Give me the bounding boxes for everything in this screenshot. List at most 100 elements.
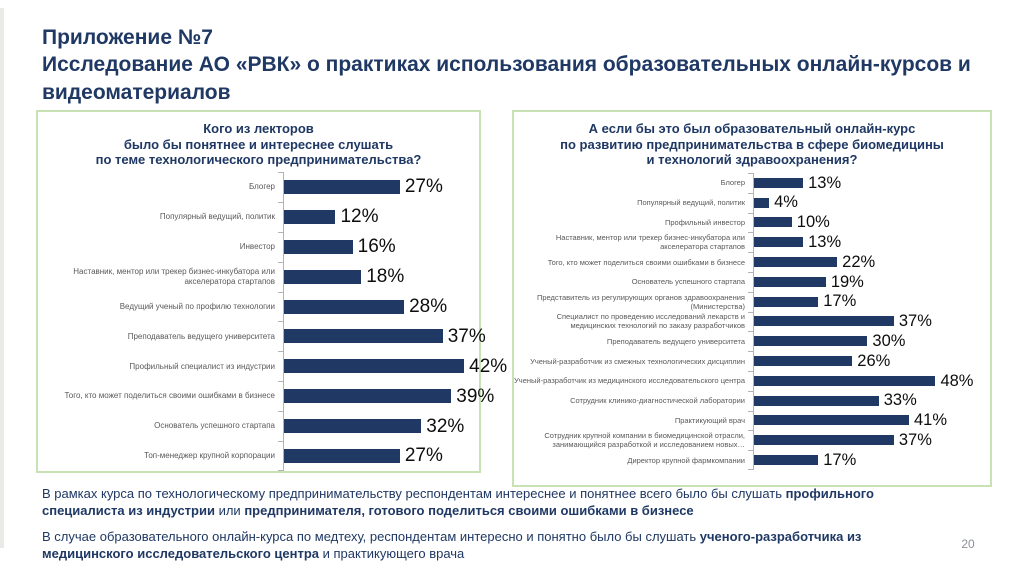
- chart-row: Наставник, ментор или трекер бизнес-инку…: [38, 261, 479, 292]
- chart-row: Основатель успешного стартапа 19%: [514, 271, 990, 292]
- bar: [754, 336, 868, 347]
- category-label: Профильный инвестор: [664, 217, 745, 227]
- bar-cell: 27%: [278, 441, 479, 471]
- category-label: Инвестор: [239, 241, 275, 251]
- bar-cell: 48%: [748, 370, 990, 391]
- bar-chart-tech: Блогер 27% Популярный ведущий, политик 12% И…: [38, 172, 507, 471]
- bar: [754, 296, 819, 307]
- bar: [284, 419, 422, 434]
- value-label: 41%: [913, 411, 947, 430]
- chart-row: Ученый-разработчик из смежных технологич…: [514, 351, 990, 371]
- page-number: 20: [961, 537, 975, 551]
- category-label: Того, кто может поделиться своими ошибка…: [547, 257, 745, 267]
- chart-title: Кого из лекторов было бы понятнее и инте…: [95, 121, 422, 168]
- value-label: 32%: [426, 415, 465, 437]
- value-label: 42%: [469, 355, 508, 377]
- category-label: Ведущий ученый по профилю технологии: [119, 301, 275, 311]
- bar-cell: 18%: [278, 261, 479, 292]
- category-label: Основатель успешного стартапа: [154, 421, 275, 431]
- category-label: Директор крупной фармкомпании: [627, 455, 745, 465]
- chart-panel-biomed-course: А если бы это был образовательный онлайн…: [512, 110, 992, 487]
- chart-row: Инвестор 16%: [38, 231, 479, 262]
- value-label: 13%: [808, 173, 842, 192]
- bar-cell: 39%: [277, 381, 495, 412]
- bar-cell: 41%: [748, 410, 990, 431]
- footer-text-bold: предпринимателя, готового поделиться сво…: [244, 502, 694, 518]
- value-label: 30%: [872, 332, 906, 351]
- bar-cell: 10%: [748, 212, 990, 233]
- bar: [754, 356, 853, 367]
- bar: [754, 276, 826, 287]
- category-label: Преподаватель ведущего университета: [606, 336, 745, 346]
- chart-row: Профильный инвестор 10%: [514, 212, 990, 233]
- bar: [284, 329, 443, 344]
- bar-cell: 27%: [278, 172, 479, 202]
- bar-cell: 4%: [748, 192, 990, 213]
- chart-row: Представитель из регулирующих органов зд…: [514, 291, 990, 312]
- category-label: Топ-менеджер крупной корпорации: [144, 451, 275, 461]
- bar-cell: 17%: [748, 450, 990, 470]
- bar-cell: 22%: [748, 252, 990, 272]
- bar: [284, 269, 362, 284]
- bar: [284, 239, 353, 254]
- chart-row: Ведущий ученый по профилю технологии 28%: [38, 291, 479, 322]
- chart-row: Популярный ведущий, политик 12%: [38, 201, 479, 232]
- chart-row: Блогер 27%: [38, 172, 479, 202]
- value-label: 27%: [404, 445, 443, 467]
- footer-text: В рамках курса по технологическому предп…: [42, 486, 786, 501]
- chart-row: Профильный специалист из индустрии 42%: [38, 351, 507, 382]
- category-label: Ученый-разработчик из медицинского иссле…: [514, 376, 745, 386]
- bar-cell: 37%: [748, 430, 990, 451]
- category-label: Преподаватель ведущего университета: [127, 331, 275, 341]
- bar: [284, 448, 400, 463]
- bar-cell: 28%: [278, 291, 479, 322]
- bar: [284, 209, 336, 224]
- bar-chart-biomed: Блогер 13% Популярный ведущий, политик 4% Пр…: [514, 173, 990, 470]
- category-label: Популярный ведущий, политик: [637, 198, 745, 208]
- footer-text: или: [214, 502, 245, 518]
- chart-panel-tech-entrepreneurship: Кого из лекторов было бы понятнее и инте…: [36, 110, 507, 473]
- bar: [754, 455, 819, 466]
- category-label: Того, кто может поделиться своими ошибка…: [64, 391, 275, 401]
- chart-row: Сотрудник крупной компании в биомедицинс…: [514, 430, 990, 451]
- footer-text-bold: профильного специалиста из индустрии: [42, 486, 874, 518]
- bar-cell: 30%: [748, 331, 990, 352]
- footer-text: и практикующего врача: [319, 545, 465, 561]
- slide-title-line1: Приложение №7: [42, 26, 213, 50]
- bar: [754, 435, 894, 446]
- left-edge-strip: [0, 8, 4, 548]
- value-label: 22%: [842, 252, 876, 271]
- chart-row: Преподаватель ведущего университета 30%: [514, 331, 990, 352]
- chart-row: Основатель успешного стартапа 32%: [38, 411, 479, 442]
- value-label: 18%: [366, 266, 405, 288]
- chart-row: Топ-менеджер крупной корпорации 27%: [38, 441, 479, 471]
- bar-cell: 12%: [278, 201, 479, 232]
- category-label: Сотрудник клинико-диагностической лабора…: [570, 396, 745, 406]
- value-label: 37%: [447, 325, 486, 347]
- bar-cell: 37%: [278, 321, 486, 352]
- category-label: Блогер: [248, 182, 275, 192]
- footer-summary: В рамках курса по технологическому предп…: [42, 486, 952, 572]
- category-label: Представитель из регулирующих органов зд…: [536, 292, 745, 311]
- value-label: 37%: [898, 431, 932, 449]
- value-label: 4%: [774, 193, 798, 212]
- category-label: Сотрудник крупной компании в биомедицинс…: [544, 431, 745, 450]
- slide-title: Приложение №7 Исследование АО «РВК» о пр…: [42, 24, 994, 106]
- value-label: 26%: [857, 351, 891, 370]
- bar-cell: 33%: [748, 390, 990, 411]
- footer-paragraph-2: В случае образовательного онлайн-курса п…: [42, 529, 952, 563]
- value-label: 27%: [404, 176, 443, 198]
- chart-row: Преподаватель ведущего университета 37%: [38, 321, 486, 352]
- chart-row: Блогер 13%: [514, 173, 990, 193]
- bar: [284, 389, 452, 404]
- value-label: 37%: [898, 312, 932, 331]
- bar: [754, 257, 838, 268]
- value-label: 39%: [456, 385, 495, 407]
- bar: [284, 359, 465, 374]
- bar-cell: 32%: [278, 411, 479, 442]
- bar: [284, 179, 400, 194]
- category-label: Наставник, ментор или трекер бизнес-инку…: [73, 267, 275, 286]
- value-label: 12%: [340, 206, 379, 228]
- bar: [754, 197, 770, 208]
- bar-cell: 13%: [748, 232, 990, 253]
